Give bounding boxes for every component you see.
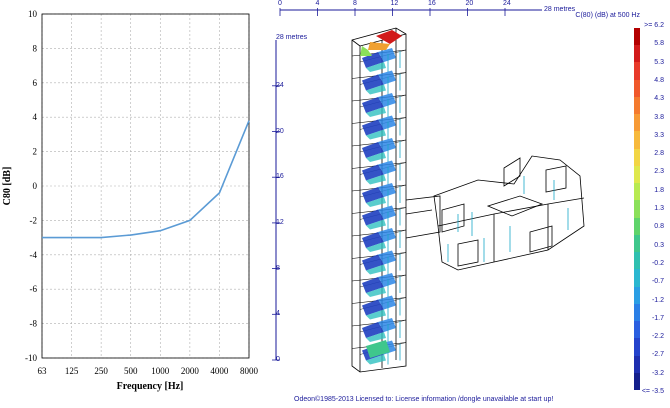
colorbar-label: 3.8 xyxy=(654,113,664,121)
y-tick-label: 4 xyxy=(33,112,38,122)
colorbar-label: 4.8 xyxy=(654,76,664,84)
left-scale-label: 4 xyxy=(276,310,280,318)
colorbar-label: -0.7 xyxy=(651,278,664,286)
y-tick-label: 0 xyxy=(33,181,38,191)
left-scale-unit: 28 metres xyxy=(276,34,308,41)
colorbar-swatch xyxy=(634,79,640,98)
colorbar-swatch xyxy=(634,234,640,253)
colorbar-swatch xyxy=(634,45,640,63)
colorbar-swatch xyxy=(634,131,640,150)
colorbar-swatch xyxy=(634,28,640,46)
y-tick-label: -4 xyxy=(30,250,38,260)
wing-openings xyxy=(447,176,569,262)
y-tick-label: -2 xyxy=(30,215,38,225)
colorbar-swatch xyxy=(634,303,640,322)
colorbar-swatch xyxy=(634,200,640,219)
x-tick-label: 63 xyxy=(38,366,48,376)
top-scale xyxy=(279,8,542,16)
left-scale-label: 8 xyxy=(276,264,280,272)
left-scale-label: 20 xyxy=(276,127,284,135)
corridor xyxy=(405,195,441,239)
colorbar-label: -1.2 xyxy=(651,296,664,304)
x-tick-label: 2000 xyxy=(181,366,200,376)
colorbar-label: 1.8 xyxy=(654,186,664,194)
colorbar-label: 4.3 xyxy=(654,95,664,103)
c80-series-line xyxy=(42,120,250,239)
left-scale-label: 16 xyxy=(276,173,284,181)
top-scale-label: 12 xyxy=(390,0,399,7)
colorbar-title: C(80) (dB) at 500 Hz xyxy=(575,12,640,19)
x-tick-label: 8000 xyxy=(240,366,259,376)
colorbar-label: 2.3 xyxy=(654,168,664,176)
y-tick-label: -10 xyxy=(25,353,37,363)
colorbar-label: 5.3 xyxy=(654,58,664,66)
wing-building xyxy=(433,155,585,271)
colorbar-label: 1.3 xyxy=(654,205,664,212)
chart-grid xyxy=(41,13,250,359)
colorbar-swatch xyxy=(634,96,640,115)
colorbar-label: -3.2 xyxy=(651,369,664,377)
x-tick-label: 250 xyxy=(94,366,108,376)
colorbar-swatch xyxy=(634,183,640,201)
colorbar-swatch xyxy=(634,217,640,236)
colorbar-swatch xyxy=(634,355,640,374)
left-scale-label: 12 xyxy=(276,218,284,226)
colorbar-label: -0.2 xyxy=(651,259,664,267)
colorbar-label: 5.8 xyxy=(654,40,664,48)
colorbar-label: 0.8 xyxy=(654,223,664,231)
colorbar-swatch xyxy=(634,338,640,357)
colorbar-swatch xyxy=(634,252,640,270)
colorbar-swatch xyxy=(634,148,640,167)
colorbar-swatch xyxy=(634,372,640,391)
x-tick-label: 4000 xyxy=(210,366,229,376)
colorbar-swatch xyxy=(634,165,640,184)
c80-frequency-chart: 10 8 6 4 2 0 -2 -4 -6 -8 -10 63 125 250 500 1000 2000 40… xyxy=(2,9,259,392)
colorbar-label: -1.7 xyxy=(651,314,664,322)
colorbar-label: 3.3 xyxy=(654,131,664,139)
colorbar-label: 2.8 xyxy=(654,150,664,158)
colorbar-swatch xyxy=(634,62,640,81)
y-tick-label: 2 xyxy=(33,147,38,157)
colorbar-label: >= 6.2 xyxy=(644,22,664,29)
left-scale-label: 24 xyxy=(276,81,284,89)
left-scale xyxy=(272,40,280,361)
x-tick-labels: 63 125 250 500 1000 2000 4000 8000 xyxy=(38,366,259,376)
top-scale-label: 24 xyxy=(503,0,511,7)
colorbar-swatch xyxy=(634,286,640,305)
colorbar-swatch xyxy=(634,321,640,339)
top-scale-label: 0 xyxy=(278,0,282,7)
top-scale-label: 16 xyxy=(428,0,436,7)
y-tick-label: 10 xyxy=(28,9,38,19)
colorbar-label: 0.3 xyxy=(654,241,664,249)
top-scale-label: 20 xyxy=(465,0,474,7)
x-tick-label: 1000 xyxy=(151,366,170,376)
x-tick-label: 125 xyxy=(65,366,79,376)
top-scale-label: 4 xyxy=(315,0,320,7)
colorbar-label: <= -3.5 xyxy=(641,388,664,395)
y-tick-label: 6 xyxy=(33,78,38,88)
y-tick-label: 8 xyxy=(33,43,38,53)
plot-frame xyxy=(41,13,250,359)
top-scale-label: 8 xyxy=(353,0,357,7)
colorbar-swatch xyxy=(634,114,640,132)
left-scale-label: 0 xyxy=(276,356,280,363)
x-axis-label: Frequency [Hz] xyxy=(117,381,184,392)
colorbar-label: -2.2 xyxy=(651,333,664,341)
building-3d-view[interactable] xyxy=(262,0,670,408)
colorbar-swatch xyxy=(634,269,640,288)
x-tick-label: 500 xyxy=(124,366,138,376)
y-tick-label: -8 xyxy=(30,319,38,329)
colorbar-label: -2.7 xyxy=(651,351,664,359)
y-axis-label: C80 [dB] xyxy=(2,167,13,206)
top-scale-unit: 28 metres xyxy=(544,6,576,13)
license-footer: Odeon©1985-2013 Licensed to: License inf… xyxy=(294,396,554,403)
c80-surface-map xyxy=(360,30,402,365)
y-tick-label: -6 xyxy=(30,284,38,294)
y-tick-labels: 10 8 6 4 2 0 -2 -4 -6 -8 -10 xyxy=(25,9,38,363)
